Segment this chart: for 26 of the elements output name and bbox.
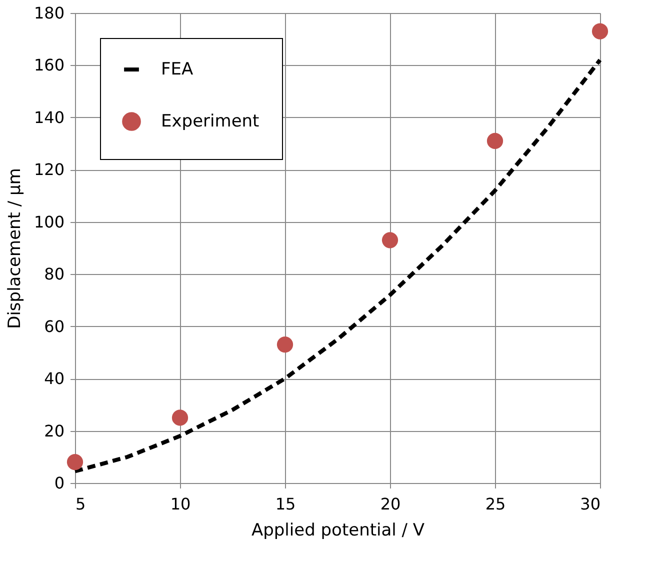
x-tick-label: 15	[275, 494, 296, 514]
point	[382, 232, 398, 248]
y-tick-label: 60	[44, 316, 64, 336]
y-axis-title: Displacement / µm	[4, 168, 25, 329]
y-tick-label: 120	[34, 160, 64, 180]
point	[172, 410, 188, 426]
x-tick-label: 25	[485, 494, 506, 514]
point	[66, 454, 84, 470]
point	[592, 23, 608, 40]
legend-label: Experiment	[161, 112, 260, 132]
point	[486, 132, 504, 149]
x-tick-label: 5	[76, 494, 86, 514]
legend-label: FEA	[161, 60, 194, 80]
y-tick-label: 80	[44, 264, 64, 284]
y-tick-label: 140	[34, 108, 64, 127]
y-tick-label: 160	[34, 56, 64, 75]
x-tick-label: 10	[170, 494, 191, 514]
x-axis-title: Applied potential / V	[251, 520, 425, 540]
point	[276, 336, 294, 353]
y-tick-label: 0	[54, 474, 64, 492]
y-tick-label: 180	[34, 4, 64, 22]
y-tick-label: 40	[44, 369, 64, 388]
x-tick-label: 30	[580, 494, 600, 514]
y-tick-label: 100	[34, 212, 64, 232]
y-tick-label: 20	[44, 421, 64, 440]
x-tick-label: 20	[380, 494, 401, 514]
